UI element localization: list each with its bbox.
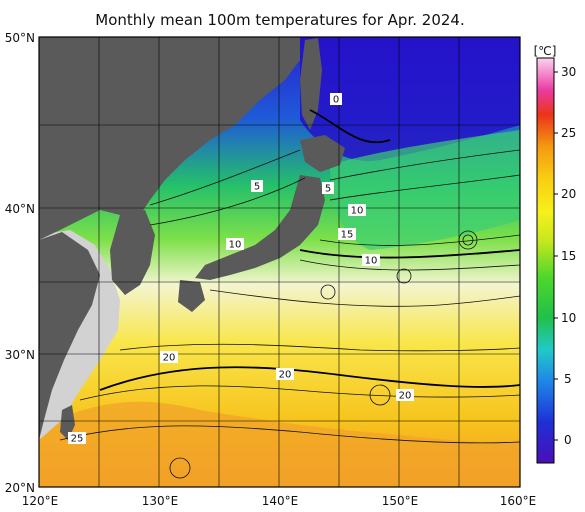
colorbar-scale	[536, 57, 555, 464]
lat-tick-label: 30°N	[5, 348, 35, 362]
colorbar-tick-label: 20	[561, 187, 576, 201]
colorbar-tick-label: 30	[561, 65, 576, 79]
contour-label: 20	[163, 353, 176, 364]
isotherms	[59, 149, 520, 479]
contour-label: 20	[279, 370, 292, 381]
lat-tick-label: 40°N	[5, 202, 35, 216]
colorbar-tick-label: 10	[561, 311, 576, 325]
contour-label: 5	[254, 182, 260, 193]
contour-label: 25	[71, 434, 84, 445]
grid	[39, 37, 520, 487]
lon-axis: 120°E 130°E 140°E 150°E 160°E	[22, 494, 537, 508]
lat-tick-label: 20°N	[5, 481, 35, 495]
lat-axis: 50°N 40°N 30°N 20°N	[5, 31, 35, 495]
lon-tick-label: 140°E	[262, 494, 299, 508]
contour-label: 10	[351, 206, 364, 217]
lon-tick-label: 160°E	[500, 494, 537, 508]
contour-label: 5	[325, 184, 331, 195]
front-zone	[330, 130, 520, 250]
colorbar: [℃] 30 25 20 15 10 5 0	[534, 44, 576, 464]
map-body	[39, 37, 520, 487]
contour-label: 20	[399, 391, 412, 402]
lon-tick-label: 120°E	[22, 494, 59, 508]
contour-label: 10	[229, 240, 242, 251]
contour-labels: 0 5 5 10 10 15 10 20 20 20 25	[68, 93, 414, 445]
lon-tick-label: 130°E	[142, 494, 179, 508]
lon-tick-label: 150°E	[382, 494, 419, 508]
land	[39, 37, 345, 440]
map-title: Monthly mean 100m temperatures for Apr. …	[95, 11, 465, 29]
colorbar-tick-label: 5	[564, 372, 572, 386]
cold-zone	[300, 37, 520, 161]
colorbar-tick-label: 0	[564, 433, 572, 447]
contour-label: 10	[365, 256, 378, 267]
colorbar-unit: [℃]	[534, 44, 557, 58]
contour-label: 15	[341, 230, 354, 241]
colorbar-tick-label: 15	[561, 249, 576, 263]
contour-label: 0	[333, 95, 339, 106]
colorbar-tick-label: 25	[561, 126, 576, 140]
map-frame	[38, 36, 521, 488]
lat-tick-label: 50°N	[5, 31, 35, 45]
